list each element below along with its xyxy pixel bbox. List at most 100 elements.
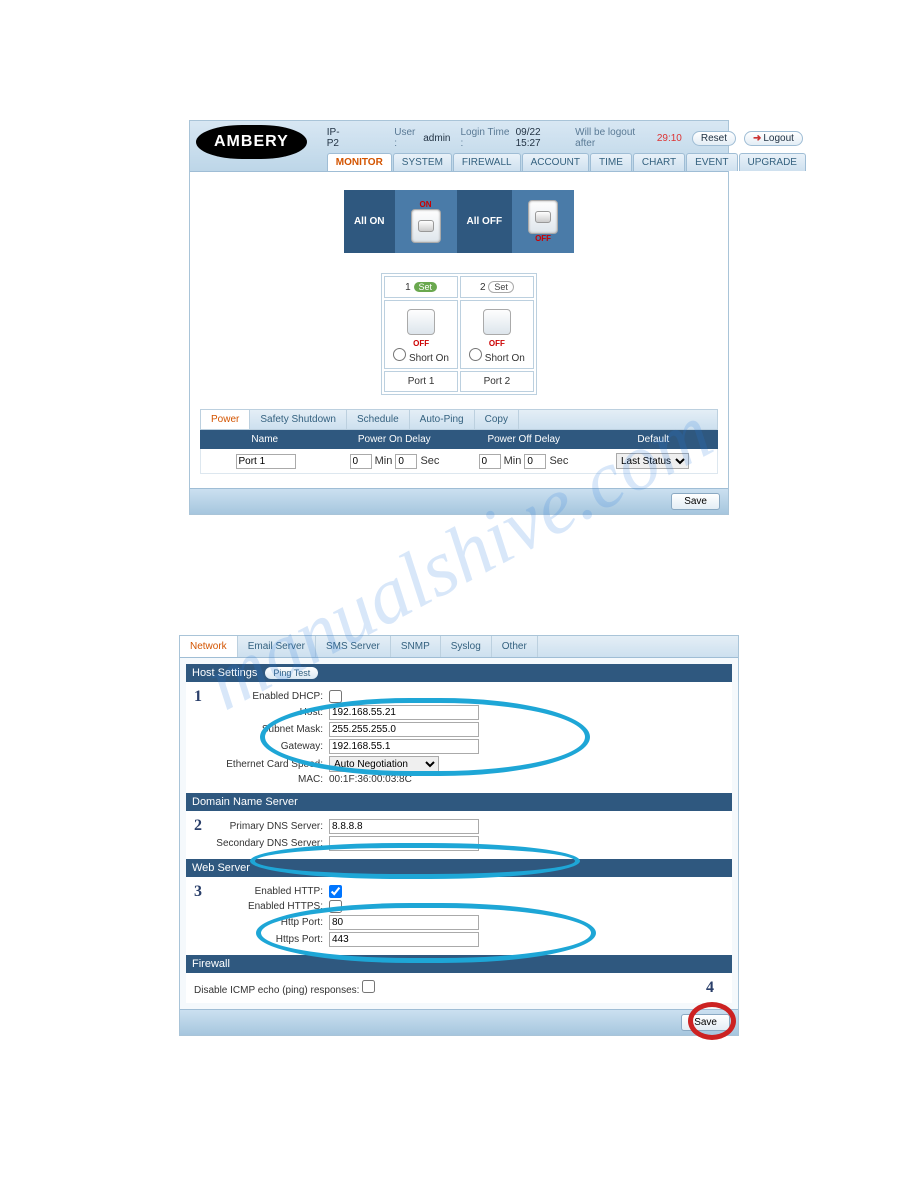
tab-account[interactable]: ACCOUNT: [522, 153, 589, 171]
port1-header: 1 Set: [384, 276, 458, 298]
subtab-schedule[interactable]: Schedule: [347, 410, 410, 429]
min-label-2: Min: [504, 455, 522, 467]
tab-time[interactable]: TIME: [590, 153, 632, 171]
tab-firewall[interactable]: FIREWALL: [453, 153, 521, 171]
subtab-power[interactable]: Power: [201, 410, 250, 429]
all-on-cell: All ON: [344, 190, 395, 253]
save-bar-2: Save: [180, 1009, 738, 1035]
all-off-toggle-cell: OFF: [512, 190, 574, 253]
nettab-syslog[interactable]: Syslog: [441, 636, 492, 657]
http-enabled-label: Enabled HTTP:: [194, 886, 329, 897]
on-delay-min[interactable]: [350, 454, 372, 469]
nettab-network[interactable]: Network: [180, 636, 238, 657]
header-info-row: IP-P2 User : admin Login Time : 09/22 15…: [327, 125, 807, 153]
row-name-input[interactable]: [236, 454, 296, 469]
nettab-sms[interactable]: SMS Server: [316, 636, 391, 657]
off-indicator: OFF: [535, 234, 551, 243]
all-off-toggle[interactable]: [528, 200, 558, 234]
primary-dns-input[interactable]: [329, 819, 479, 834]
on-delay-sec[interactable]: [395, 454, 417, 469]
dns-header-label: Domain Name Server: [192, 796, 298, 808]
firewall-label: Firewall: [192, 958, 230, 970]
port1-short-on-label: Short On: [409, 353, 449, 364]
nettab-snmp[interactable]: SNMP: [391, 636, 441, 657]
port2-switch[interactable]: [483, 309, 511, 335]
dhcp-checkbox[interactable]: [329, 690, 342, 703]
web-server-header: Web Server: [186, 859, 732, 877]
tab-monitor[interactable]: MONITOR: [327, 153, 392, 171]
tab-chart[interactable]: CHART: [633, 153, 685, 171]
port2-name: Port 2: [460, 371, 534, 392]
port1-switch[interactable]: [407, 309, 435, 335]
https-port-input[interactable]: [329, 932, 479, 947]
off-delay-sec[interactable]: [524, 454, 546, 469]
min-label-1: Min: [375, 455, 393, 467]
http-port-input[interactable]: [329, 915, 479, 930]
table-header: Name Power On Delay Power Off Delay Defa…: [200, 430, 718, 449]
main-tabs: MONITOR SYSTEM FIREWALL ACCOUNT TIME CHA…: [327, 153, 807, 171]
port1-set-button[interactable]: Set: [414, 282, 438, 292]
save-button-2[interactable]: Save: [681, 1014, 730, 1031]
port1-short-on-radio[interactable]: [393, 348, 406, 361]
host-settings-block: 1 Enabled DHCP: Host: Subnet Mask: Gatew…: [186, 682, 732, 793]
port2-short-on-radio[interactable]: [469, 348, 482, 361]
primary-dns-label: Primary DNS Server:: [194, 821, 329, 832]
annotation-num-1: 1: [194, 688, 202, 706]
dhcp-label: Enabled DHCP:: [194, 691, 329, 702]
subtab-auto-ping[interactable]: Auto-Ping: [410, 410, 475, 429]
icmp-checkbox[interactable]: [362, 980, 375, 993]
host-label: Host:: [194, 707, 329, 718]
logout-countdown: 29:10: [657, 133, 682, 144]
login-time-label: Login Time :: [460, 127, 511, 149]
icmp-row: Disable ICMP echo (ping) responses: 4: [186, 973, 732, 1003]
host-input[interactable]: [329, 705, 479, 720]
monitor-app: AMBERY IP-P2 User : admin Login Time : 0…: [189, 120, 729, 515]
login-time-value: 09/22 15:27: [516, 127, 566, 149]
firewall-header: Firewall: [186, 955, 732, 973]
col-name: Name: [200, 434, 330, 445]
subtab-copy[interactable]: Copy: [475, 410, 519, 429]
secondary-dns-label: Secondary DNS Server:: [194, 838, 329, 849]
annotation-num-2: 2: [194, 817, 202, 835]
http-enabled-checkbox[interactable]: [329, 885, 342, 898]
user-label: User :: [394, 127, 419, 149]
tab-upgrade[interactable]: UPGRADE: [739, 153, 806, 171]
tab-system[interactable]: SYSTEM: [393, 153, 452, 171]
network-app: Network Email Server SMS Server SNMP Sys…: [179, 635, 739, 1036]
tab-event[interactable]: EVENT: [686, 153, 737, 171]
network-tabs: Network Email Server SMS Server SNMP Sys…: [180, 636, 738, 658]
eth-speed-select[interactable]: Auto Negotiation: [329, 756, 439, 772]
eth-speed-label: Ethernet Card Speed:: [194, 759, 329, 770]
gateway-input[interactable]: [329, 739, 479, 754]
icmp-label: Disable ICMP echo (ping) responses:: [194, 985, 359, 996]
monitor-body: All ON ON All OFF OFF: [190, 172, 728, 488]
col-on-delay: Power On Delay: [330, 434, 460, 445]
dns-header: Domain Name Server: [186, 793, 732, 811]
all-on-toggle-cell: ON: [395, 190, 457, 253]
all-off-cell: All OFF: [457, 190, 513, 253]
https-port-label: Https Port:: [194, 934, 329, 945]
on-indicator: ON: [420, 200, 432, 209]
save-button-1[interactable]: Save: [671, 493, 720, 510]
secondary-dns-input[interactable]: [329, 836, 479, 851]
brand-logo: AMBERY: [196, 125, 307, 159]
subtab-safety-shutdown[interactable]: Safety Shutdown: [250, 410, 347, 429]
https-enabled-label: Enabled HTTPS:: [194, 901, 329, 912]
sub-tabs: Power Safety Shutdown Schedule Auto-Ping…: [200, 409, 718, 430]
gateway-label: Gateway:: [194, 741, 329, 752]
port2-set-button[interactable]: Set: [488, 281, 514, 293]
reset-button[interactable]: Reset: [692, 131, 736, 146]
host-settings-label: Host Settings: [192, 667, 257, 679]
nettab-email[interactable]: Email Server: [238, 636, 316, 657]
off-delay-min[interactable]: [479, 454, 501, 469]
all-on-toggle[interactable]: [411, 209, 441, 243]
nettab-other[interactable]: Other: [492, 636, 538, 657]
https-enabled-checkbox[interactable]: [329, 900, 342, 913]
mac-label: MAC:: [194, 774, 329, 785]
ping-test-button[interactable]: Ping Test: [265, 667, 318, 679]
col-off-delay: Power Off Delay: [459, 434, 589, 445]
default-select[interactable]: Last Status: [616, 453, 689, 469]
port2-short-on-label: Short On: [485, 353, 525, 364]
logout-button[interactable]: ➜ Logout: [744, 131, 803, 146]
subnet-mask-input[interactable]: [329, 722, 479, 737]
